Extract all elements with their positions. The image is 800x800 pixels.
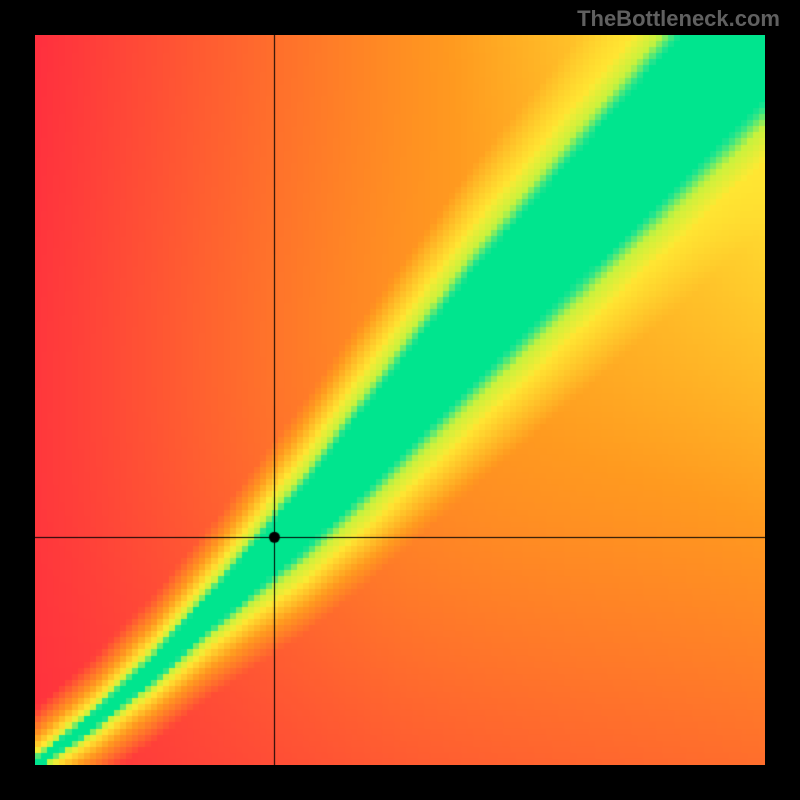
heatmap-plot [35,35,765,765]
watermark-text: TheBottleneck.com [577,6,780,32]
chart-container: TheBottleneck.com [0,0,800,800]
